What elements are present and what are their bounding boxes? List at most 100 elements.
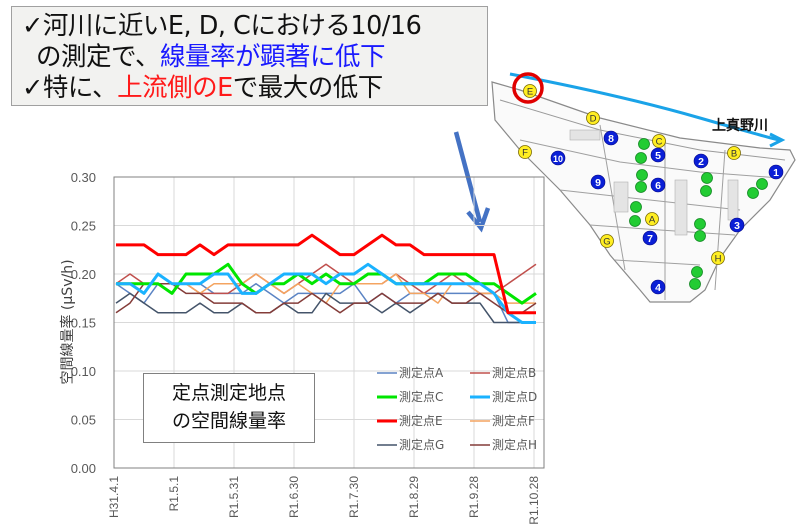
svg-text:8: 8	[608, 133, 614, 145]
yellow-marker-C: C	[652, 134, 666, 148]
callout-line-3: ✓特に、上流側のEで最大の低下	[22, 73, 487, 104]
yellow-marker-F: F	[518, 145, 532, 159]
y-axis-ticks: 0.00 0.05 0.10 0.15 0.20 0.25 0.30	[71, 170, 96, 476]
x-tick-label: R1.7.30	[347, 476, 361, 518]
hatched-area	[674, 179, 688, 236]
hatched-area	[569, 129, 601, 141]
green-dot	[635, 181, 647, 193]
road-line	[589, 224, 736, 236]
green-dot	[694, 230, 706, 242]
yellow-marker-group: E D C B F G A H	[518, 84, 741, 265]
series-line-測定点H	[115, 282, 537, 314]
blue-marker-5: 5	[650, 147, 666, 163]
road-line	[559, 189, 741, 211]
svg-text:測定点B: 測定点B	[492, 365, 536, 380]
green-dot	[756, 178, 768, 190]
svg-text:2: 2	[698, 156, 704, 168]
road-line	[614, 259, 701, 266]
svg-text:10: 10	[553, 154, 563, 164]
river-arrow-head	[769, 132, 786, 148]
svg-text:D: D	[590, 114, 597, 125]
road-line	[599, 124, 626, 271]
green-dot	[638, 138, 650, 150]
green-dot	[700, 185, 712, 197]
svg-text:測定点E: 測定点E	[399, 413, 443, 428]
svg-text:3: 3	[734, 220, 740, 232]
series-line-測定点D	[116, 262, 536, 324]
pointer-arrow-head	[466, 207, 491, 233]
green-dot	[636, 169, 648, 181]
svg-text:測定点G: 測定点G	[399, 437, 444, 452]
road-line	[519, 139, 781, 179]
svg-text:E: E	[527, 87, 533, 98]
blue-marker-9: 9	[590, 174, 606, 190]
y-tick-label: 0.20	[71, 267, 96, 282]
highlight-circle-E	[512, 72, 544, 104]
svg-text:測定点F: 測定点F	[492, 413, 535, 428]
x-tick-label: R1.10.28	[527, 476, 541, 525]
svg-text:6: 6	[655, 180, 661, 192]
y-tick-label: 0.15	[71, 316, 96, 331]
green-dot	[747, 187, 759, 199]
green-dot	[691, 266, 703, 278]
blue-marker-7: 7	[642, 230, 658, 246]
yellow-marker-B: B	[727, 146, 741, 160]
x-tick-label: R1.5.1	[167, 476, 181, 512]
chart-title-line-1: 定点測定地点	[171, 382, 286, 404]
svg-text:9: 9	[595, 177, 601, 189]
yellow-marker-E: E	[523, 84, 537, 98]
blue-marker-3: 3	[729, 217, 745, 233]
blue-marker-1: 1	[768, 164, 784, 180]
callout-line-3-highlight: 上流側のE	[117, 73, 233, 103]
series-line-測定点C	[116, 262, 537, 305]
svg-text:1: 1	[773, 167, 779, 179]
chart-legend: 測定点A 測定点B 測定点C 測定点D 測定点E 測定点F 測定点G 測定点H	[377, 365, 537, 452]
y-tick-label: 0.10	[71, 364, 96, 379]
series-line-測定点E	[116, 233, 536, 315]
blue-marker-10: 10	[550, 150, 566, 166]
y-tick-label: 0.00	[71, 461, 96, 476]
x-tick-label: R1.9.28	[467, 476, 481, 518]
hatched-area	[613, 181, 629, 213]
green-dot	[694, 218, 706, 230]
callout-line-2-prefix: の測定で、	[36, 42, 160, 72]
legend-item-測定点E: 測定点E	[377, 413, 443, 428]
blue-marker-group: 8 5 2 1 10 9 6 3 7 4	[550, 130, 784, 295]
yellow-marker-D: D	[586, 111, 600, 125]
callout-line-2: の測定で、線量率が顕著に低下	[22, 42, 487, 73]
y-tick-label: 0.25	[71, 219, 96, 234]
legend-item-測定点F: 測定点F	[470, 413, 535, 428]
svg-text:F: F	[522, 148, 528, 159]
svg-text:A: A	[649, 215, 656, 226]
callout-line-2-highlight: 線量率が顕著に低下	[159, 42, 386, 72]
svg-text:測定点A: 測定点A	[399, 365, 444, 380]
x-tick-label: H31.4.1	[107, 476, 121, 518]
svg-text:5: 5	[655, 150, 661, 162]
legend-item-測定点C: 測定点C	[377, 389, 443, 404]
x-axis-ticks: H31.4.1 R1.5.1 R1.5.31 R1.6.30 R1.7.30 R1.8.2…	[107, 476, 541, 525]
y-tick-label: 0.05	[71, 413, 96, 428]
blue-marker-4: 4	[650, 279, 666, 295]
green-dot	[630, 201, 642, 213]
y-tick-label: 0.30	[71, 170, 96, 185]
chart-title-line-2: の空間線量率	[171, 410, 286, 432]
svg-text:G: G	[603, 237, 610, 248]
legend-item-測定点B: 測定点B	[470, 365, 536, 380]
chart-series	[115, 233, 537, 324]
green-dot	[635, 152, 647, 164]
legend-item-測定点H: 測定点H	[470, 437, 537, 452]
yellow-marker-G: G	[600, 234, 614, 248]
svg-text:測定点D: 測定点D	[492, 389, 537, 404]
svg-text:7: 7	[647, 233, 653, 245]
svg-text:C: C	[656, 137, 663, 148]
svg-text:4: 4	[655, 282, 661, 294]
road-line	[499, 99, 786, 161]
callout-line-3-prefix: ✓特に、	[22, 73, 118, 103]
summary-callout: ✓河川に近いE, D, Cにおける10/16 の測定で、線量率が顕著に低下 ✓特…	[11, 6, 488, 106]
x-tick-label: R1.8.29	[407, 476, 421, 518]
x-tick-label: R1.5.31	[227, 476, 241, 518]
legend-item-測定点G: 測定点G	[377, 437, 444, 452]
callout-line-1: ✓河川に近いE, D, Cにおける10/16	[22, 11, 422, 41]
svg-text:測定点C: 測定点C	[399, 389, 443, 404]
